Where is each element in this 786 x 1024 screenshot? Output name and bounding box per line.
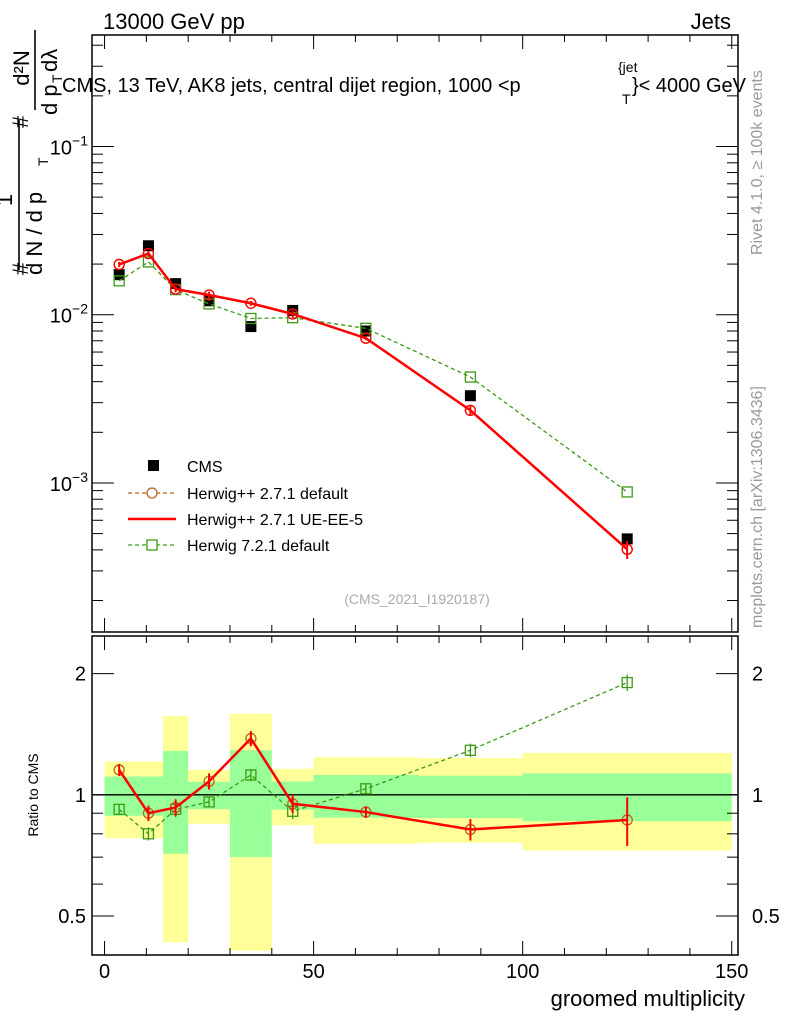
ratio-y-tick-label: 2 xyxy=(75,664,86,686)
herwig-uee5-marker xyxy=(169,283,182,295)
ratio-herwig7-marker xyxy=(464,744,477,756)
herwig7-marker xyxy=(621,486,633,498)
legend-label-cms: CMS xyxy=(187,459,223,476)
herwig7-marker xyxy=(203,298,215,310)
ratio-y-tick-label: 0.5 xyxy=(58,906,86,928)
legend-label-herwig7: Herwig 7.2.1 default xyxy=(187,538,330,555)
plot-title: CMS, 13 TeV, AK8 jets, central dijet reg… xyxy=(62,75,521,97)
ratio-herwig7-line xyxy=(118,681,628,835)
band-green xyxy=(104,776,164,816)
ratio-y-tick-label-right: 2 xyxy=(752,664,763,686)
header-left: 13000 GeV pp xyxy=(103,9,245,34)
ylabel-den2-sub: T xyxy=(49,74,65,83)
ylabel-num2: d²N xyxy=(9,50,34,85)
ratio-y-tick-label-right: 1 xyxy=(752,785,763,807)
x-tick-label: 50 xyxy=(302,961,324,983)
ratio-ylabel: Ratio to CMS xyxy=(25,753,41,836)
x-tick-label: 0 xyxy=(99,961,110,983)
x-tick-label: 100 xyxy=(506,961,539,983)
ratio-herwig7-marker xyxy=(621,676,633,689)
herwig-uee5-marker xyxy=(142,247,155,260)
herwig-default-line xyxy=(118,252,628,550)
ratio-herwig7-marker xyxy=(360,783,372,795)
ylabel-hash2: # xyxy=(8,115,33,128)
herwig-uee5-marker xyxy=(464,404,477,417)
mcplots-label: mcplots.cern.ch [arXiv:1306.3436] xyxy=(749,386,766,628)
plot-title-pre: CMS, 13 TeV, AK8 jets, central dijet reg… xyxy=(62,75,521,97)
ylabel-den2-post: dλ xyxy=(37,49,62,72)
legend-marker-cms xyxy=(148,460,159,471)
herwig7-marker xyxy=(113,275,125,287)
herwig-uee5-line xyxy=(118,252,629,551)
y-tick-label: 10−3 xyxy=(50,469,88,496)
plot-title-sup: {jet xyxy=(618,59,638,75)
legend: CMS Herwig++ 2.7.1 default Herwig++ 2.7.… xyxy=(128,459,363,555)
ratio-herwig7-marker xyxy=(113,803,125,816)
ylabel-den1-sub: T xyxy=(35,157,51,166)
legend-label-herwig-default: Herwig++ 2.7.1 default xyxy=(187,486,349,503)
ylabel-num1: 1 xyxy=(0,194,17,206)
plot-title-sub: T xyxy=(622,91,631,107)
ratio-frame xyxy=(91,635,739,956)
header-right: Jets xyxy=(691,9,731,34)
herwig-uee5-marker xyxy=(113,258,125,271)
ratio-herwig7-marker xyxy=(245,769,257,781)
ratio-y-tick-label-right: 0.5 xyxy=(752,906,780,928)
cms-data-marker xyxy=(360,325,372,337)
cms-data-marker xyxy=(245,321,257,333)
plot-title-post: }< 4000 GeV xyxy=(632,75,747,97)
herwig-uee5-marker xyxy=(360,332,372,344)
x-tick-label: 150 xyxy=(715,961,748,983)
main-panel: 10−1 10−2 10−3 xyxy=(50,34,739,633)
y-tick-label: 10−2 xyxy=(50,301,88,328)
main-frame xyxy=(91,34,739,633)
band-green xyxy=(229,750,272,858)
cms-data-marker xyxy=(142,240,154,252)
herwig-uee5-marker xyxy=(621,543,633,555)
legend-marker-herwig-default xyxy=(146,487,158,499)
ylabel-den1: d N / d p xyxy=(22,192,47,275)
ratio-y-tick-label: 1 xyxy=(75,785,86,807)
ylabel-den2: d p xyxy=(37,84,62,115)
herwig-uee5-marker xyxy=(245,297,257,309)
herwig-uee5-marker xyxy=(203,289,215,301)
analysis-watermark: (CMS_2021_I1920187) xyxy=(344,591,490,607)
legend-label-herwig-uee5: Herwig++ 2.7.1 UE-EE-5 xyxy=(187,512,363,529)
cms-data-marker xyxy=(113,269,125,281)
ratio-herwig7-marker xyxy=(203,796,215,808)
herwig7-marker xyxy=(464,371,477,383)
ylabel-hash1: # xyxy=(8,262,33,275)
herwig-uee5-marker xyxy=(287,308,299,320)
herwig7-marker xyxy=(245,312,257,325)
rivet-label: Rivet 4.1.0, ≥ 100k events xyxy=(749,70,766,255)
y-axis-label: # 1 d N / d p T # d²N d p T dλ xyxy=(0,30,65,275)
cms-data-marker xyxy=(621,533,633,545)
herwig7-line xyxy=(118,261,628,493)
cms-data-marker xyxy=(464,390,476,402)
legend-marker-herwig7 xyxy=(146,539,158,551)
x-axis-label: groomed multiplicity xyxy=(551,986,745,1011)
cms-data-marker xyxy=(203,295,215,307)
ratio-panel: 0 50 100 150 0.5 0.5 1 1 2 2 xyxy=(58,635,780,983)
y-tick-label: 10−1 xyxy=(50,132,88,159)
band-green xyxy=(418,775,523,819)
ratio-herwig7-marker xyxy=(142,828,155,840)
